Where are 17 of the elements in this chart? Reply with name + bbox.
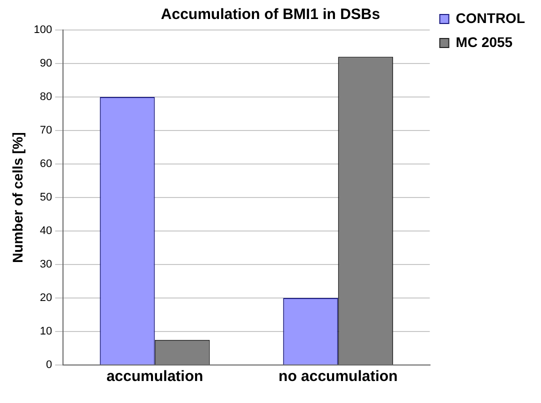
y-tick-label: 70 bbox=[40, 124, 52, 137]
x-tick-label: accumulation bbox=[106, 368, 204, 386]
y-tick-label: 0 bbox=[46, 359, 52, 372]
x-tick-label: no accumulation bbox=[278, 368, 398, 386]
y-tick-label: 100 bbox=[34, 24, 52, 36]
y-tick-label: 40 bbox=[40, 225, 52, 238]
y-tick-label: 90 bbox=[40, 58, 52, 70]
chart-title: Accumulation of BMI1 in DSBs bbox=[160, 6, 380, 24]
legend-label: CONTROL bbox=[456, 10, 526, 26]
y-axis-title: Number of cells [%] bbox=[9, 132, 26, 263]
y-tick-label: 30 bbox=[40, 258, 52, 271]
y-tick-label: 20 bbox=[40, 292, 52, 304]
y-tick-label: 10 bbox=[40, 326, 52, 338]
y-tick-label: 50 bbox=[40, 192, 52, 204]
y-tick-label: 60 bbox=[40, 158, 52, 170]
legend-label: MC 2055 bbox=[456, 34, 513, 50]
y-tick-label: 80 bbox=[40, 91, 52, 104]
